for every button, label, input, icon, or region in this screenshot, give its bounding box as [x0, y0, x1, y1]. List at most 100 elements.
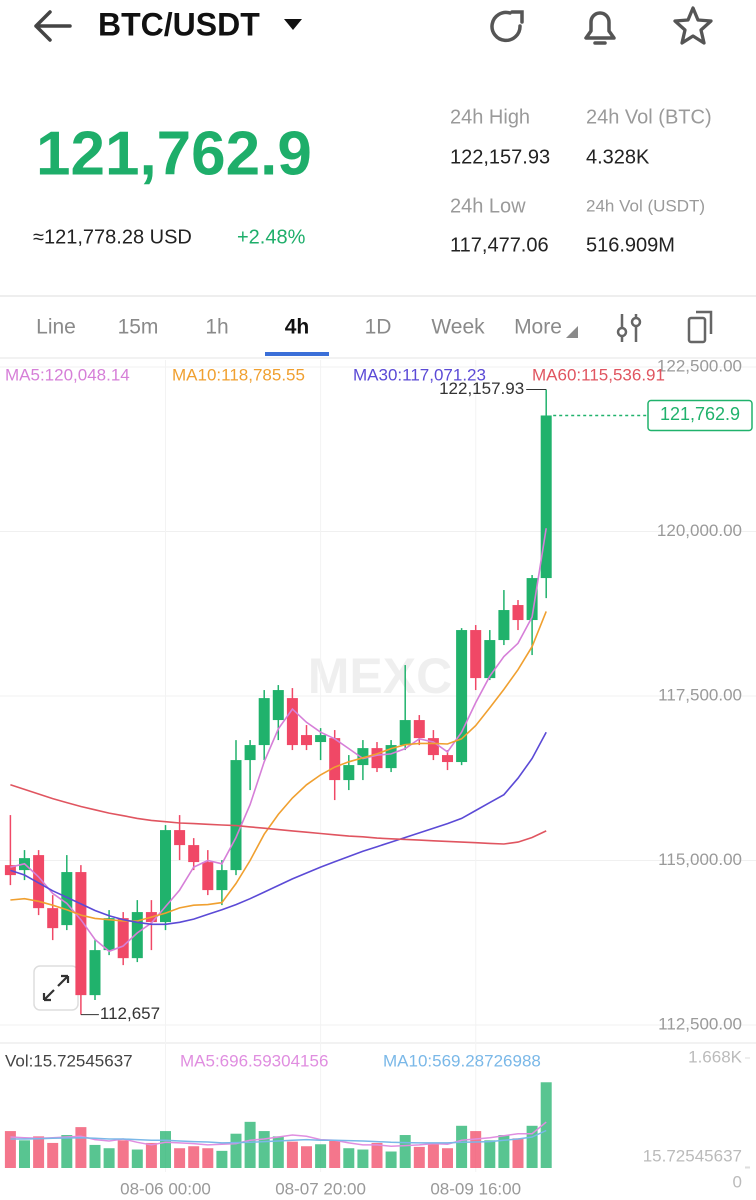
volume-bar [244, 1121, 256, 1168]
copy-icon[interactable] [687, 310, 713, 344]
tab[interactable]: 15m [118, 316, 159, 339]
volume-legend: MA5:696.59304156 [180, 1051, 328, 1070]
candle-body [75, 872, 87, 996]
volume-bar [89, 1144, 101, 1168]
volume-bar [427, 1144, 439, 1168]
tab[interactable]: More [514, 316, 562, 339]
candle-body [131, 912, 143, 959]
volume-bar [117, 1140, 129, 1168]
x-tick-label: 08-06 00:00 [120, 1179, 211, 1198]
legend-entry: MA5:120,048.14 [5, 365, 130, 384]
expand-button[interactable] [33, 965, 79, 1011]
y-tick-label: 120,000.00 [657, 521, 742, 540]
candle-body [188, 845, 200, 863]
candle-body [540, 415, 552, 579]
volume-bar [329, 1140, 341, 1168]
candle-body [47, 908, 59, 929]
volume-bar [343, 1148, 355, 1168]
volume-bar [188, 1146, 200, 1168]
more-arrow [566, 326, 578, 338]
tab[interactable]: 1h [205, 316, 228, 339]
volume-bar [145, 1142, 157, 1168]
tab[interactable]: Week [431, 316, 485, 339]
volume-bar [371, 1142, 383, 1168]
stat-value: 516.909M [586, 234, 675, 256]
watermark: MEXC [308, 648, 452, 704]
stat-label: 24h High [450, 106, 530, 128]
min-label: 112,657 [100, 1004, 160, 1023]
price-change: +2.48% [237, 226, 306, 248]
candle-body [456, 630, 468, 763]
volume-bar [413, 1146, 425, 1168]
candle-body [484, 640, 496, 679]
volume-bar [470, 1131, 482, 1168]
y-tick-label: 117,500.00 [658, 685, 742, 704]
volume-ma-line [10, 1121, 547, 1147]
volume-bar [33, 1136, 45, 1168]
candle-body [343, 765, 355, 781]
candle-body [4, 865, 16, 876]
stat-label: 24h Vol (USDT) [586, 196, 705, 215]
bell-icon[interactable] [584, 11, 616, 45]
candle-body [202, 862, 214, 891]
volume-bar [131, 1149, 143, 1168]
candle-body [117, 918, 129, 959]
candle-body [399, 720, 411, 746]
candle-body [315, 735, 327, 743]
volume-bar [286, 1141, 298, 1168]
candle-body [103, 918, 115, 951]
star-icon[interactable] [673, 6, 713, 45]
legend-entry: MA30:117,071.23 [353, 365, 486, 384]
candle-body [385, 745, 397, 769]
x-tick-label: 08-07 20:00 [275, 1179, 366, 1198]
volume-bar [75, 1127, 87, 1168]
pair-title[interactable]: BTC/USDT [98, 6, 260, 42]
candle-body [512, 605, 524, 621]
y-tick-label: 112,500.00 [658, 1014, 742, 1033]
candle-body [301, 735, 312, 746]
max-label: 122,157.93 [439, 379, 524, 398]
volume-legend: MA10:569.28726988 [383, 1051, 541, 1070]
usd-price: ≈121,778.28 USD [33, 226, 192, 248]
refresh-icon[interactable] [490, 10, 524, 43]
candle-body [33, 855, 45, 909]
stat-label: 24h Low [450, 195, 526, 217]
volume-tick-label: 1.668K [688, 1047, 743, 1066]
back-button[interactable] [34, 10, 72, 42]
ma-line [10, 731, 547, 926]
candle-body [230, 760, 242, 871]
candle-body [286, 698, 298, 746]
x-tick-label: 08-09 16:00 [430, 1179, 521, 1198]
volume-bar [484, 1140, 496, 1168]
tab[interactable]: 1D [365, 316, 392, 339]
candle-body [470, 630, 482, 679]
tab[interactable]: 4h [285, 316, 310, 339]
candle-body [329, 738, 341, 781]
stat-value: 122,157.93 [450, 146, 550, 168]
candle-body [357, 748, 369, 766]
pair-dropdown[interactable] [284, 19, 302, 30]
volume-bar [47, 1142, 59, 1168]
volume-bar [160, 1131, 171, 1168]
candle-body [442, 755, 453, 763]
volume-bar [216, 1150, 228, 1168]
legend-entry: MA10:118,785.55 [172, 365, 305, 384]
volume-bar [19, 1140, 30, 1168]
volume-bar [230, 1133, 242, 1168]
last-price: 121,762.9 [36, 119, 312, 188]
y-tick-label: 115,000.00 [658, 850, 742, 869]
volume-bar [103, 1148, 115, 1168]
candle-body [61, 872, 73, 926]
volume-bar [385, 1151, 397, 1168]
stat-value: 117,477.06 [450, 234, 549, 256]
ma-line [10, 784, 547, 845]
volume-bar [526, 1125, 538, 1168]
indicator-icon[interactable] [616, 314, 642, 342]
stat-value: 4.328K [586, 146, 650, 168]
ma-line [10, 611, 547, 922]
candle-body [526, 578, 538, 621]
candle-body [160, 830, 171, 923]
tab[interactable]: Line [36, 316, 76, 339]
volume-legend: Vol:15.72545637 [5, 1051, 133, 1070]
